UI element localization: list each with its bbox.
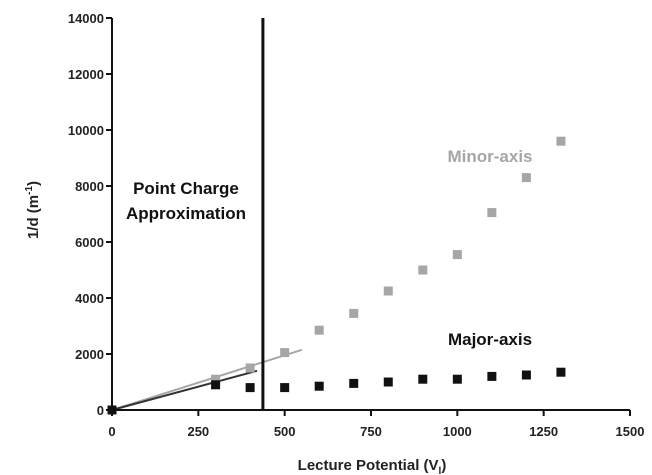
legend-label-major-axis: Major-axis xyxy=(448,330,532,349)
x-tick-label: 500 xyxy=(274,424,296,439)
y-axis-title-superscript: -1 xyxy=(24,186,35,195)
data-point-minor-axis xyxy=(245,363,255,373)
y-axis-title: 1/d (m-1) xyxy=(24,181,42,239)
data-point-minor-axis xyxy=(280,348,290,358)
data-point-minor-axis xyxy=(487,208,497,218)
y-axis-title-close: ) xyxy=(25,181,42,186)
data-point-minor-axis xyxy=(521,173,531,183)
data-point-major-axis xyxy=(245,383,255,393)
data-point-minor-axis xyxy=(211,374,221,384)
x-tick-label: 1000 xyxy=(443,424,472,439)
x-tick-label: 250 xyxy=(187,424,209,439)
data-point-minor-axis xyxy=(349,308,359,318)
legend-label-minor-axis: Minor-axis xyxy=(447,147,532,166)
data-point-minor-axis xyxy=(314,325,324,335)
y-tick-label: 4000 xyxy=(75,291,104,306)
data-point-major-axis xyxy=(487,371,497,381)
y-tick-label: 14000 xyxy=(68,11,104,26)
x-axis-title-close: ) xyxy=(441,457,446,474)
x-axis-title: Lecture Potential (Vl) xyxy=(298,457,447,475)
fit-lines xyxy=(111,18,303,411)
data-point-minor-axis xyxy=(452,250,462,260)
data-point-major-axis xyxy=(314,381,324,391)
data-point-minor-axis xyxy=(418,265,428,275)
fit-line-minor-axis xyxy=(111,348,303,411)
data-point-major-axis xyxy=(418,374,428,384)
x-tick-label: 1250 xyxy=(529,424,558,439)
data-point-major-axis xyxy=(452,374,462,384)
y-tick-label: 8000 xyxy=(75,179,104,194)
data-point-major-axis xyxy=(556,367,566,377)
y-tick-label: 10000 xyxy=(68,123,104,138)
x-tick-label: 0 xyxy=(108,424,115,439)
data-point-major-axis xyxy=(349,378,359,388)
y-tick-label: 0 xyxy=(97,403,104,418)
region-label-line2: Approximation xyxy=(126,204,246,223)
data-point-minor-axis xyxy=(556,136,566,146)
y-tick-label: 2000 xyxy=(75,347,104,362)
fit-line-major-axis xyxy=(111,369,258,411)
data-point-major-axis xyxy=(211,380,221,390)
x-ticks: 0 250 500 750 1000 1250 1500 xyxy=(108,410,644,439)
data-point-major-axis xyxy=(280,383,290,393)
data-point-major-axis xyxy=(383,377,393,387)
y-ticks: 0 2000 4000 6000 8000 10000 12000 14000 xyxy=(68,11,112,418)
x-tick-label: 750 xyxy=(360,424,382,439)
data-point-major-axis xyxy=(521,370,531,380)
y-tick-label: 12000 xyxy=(68,67,104,82)
region-label-line1: Point Charge xyxy=(133,179,239,198)
x-tick-label: 1500 xyxy=(616,424,645,439)
x-axis-title-subscript: l xyxy=(439,466,442,475)
y-tick-label: 6000 xyxy=(75,235,104,250)
data-point-minor-axis xyxy=(383,286,393,296)
